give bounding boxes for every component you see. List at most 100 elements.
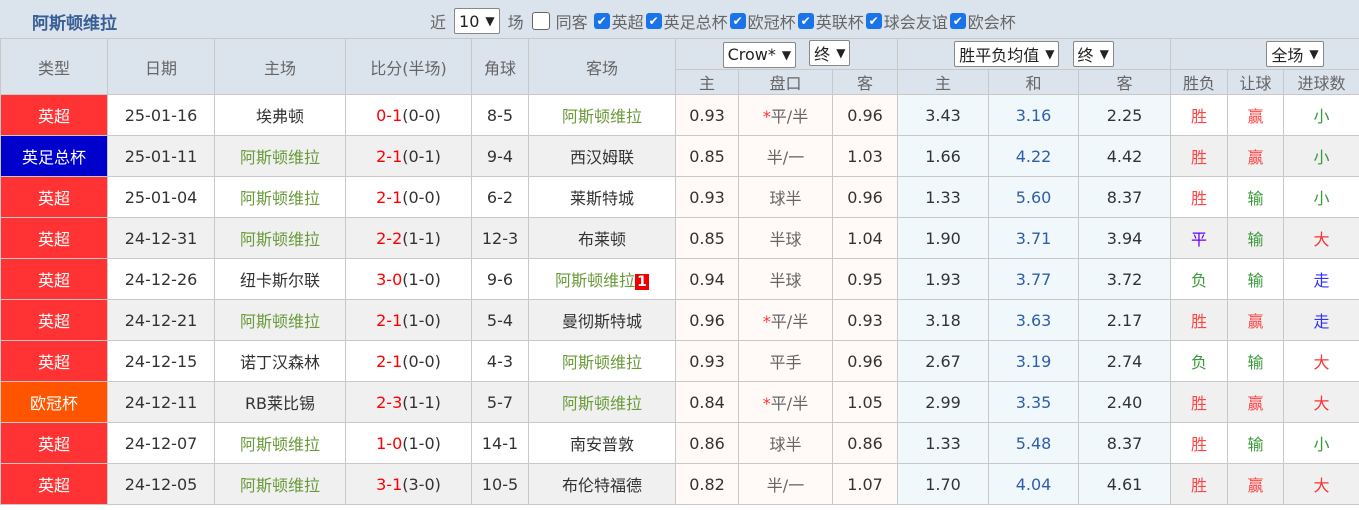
competition-type[interactable]: 英超	[0, 176, 108, 218]
match-result: 胜	[1170, 94, 1228, 136]
home-team[interactable]: 埃弗顿	[214, 94, 346, 136]
table-row: 英超 25-01-04 阿斯顿维拉 2-1(0-0) 6-2 莱斯特城 0.93…	[0, 176, 1359, 218]
score-cell[interactable]: 1-0(1-0)	[345, 422, 472, 464]
competition-checkbox[interactable]: ✔	[729, 13, 746, 29]
home-team[interactable]: 阿斯顿维拉	[214, 299, 346, 341]
asian-away-odds: 0.95	[832, 258, 898, 300]
home-team[interactable]: 阿斯顿维拉	[214, 217, 346, 259]
match-date: 24-12-11	[107, 381, 215, 423]
half-score: (0-0)	[402, 187, 441, 207]
euro-away-odds: 8.37	[1078, 422, 1171, 464]
home-team[interactable]: 阿斯顿维拉	[214, 135, 346, 177]
table-row: 英超 24-12-07 阿斯顿维拉 1-0(1-0) 14-1 南安普敦 0.8…	[0, 422, 1359, 464]
goals-result: 大	[1282, 340, 1359, 382]
euro-draw-odds: 4.22	[988, 135, 1079, 177]
match-result: 胜	[1170, 381, 1228, 423]
goals-result: 小	[1282, 176, 1359, 218]
euro-home-odds: 1.70	[897, 463, 989, 505]
asian-away-odds: 0.96	[832, 94, 898, 136]
table-row: 英足总杯 25-01-11 阿斯顿维拉 2-1(0-1) 9-4 西汉姆联 0.…	[0, 135, 1359, 177]
score-cell[interactable]: 2-1(0-1)	[345, 135, 472, 177]
competition-type[interactable]: 英足总杯	[0, 135, 108, 177]
chevron-down-icon: ▼	[485, 14, 495, 28]
euro-home-odds: 1.93	[897, 258, 989, 300]
euro-draw-odds: 3.16	[988, 94, 1079, 136]
away-cell[interactable]: 阿斯顿维拉	[528, 381, 676, 423]
score-cell[interactable]: 2-2(1-1)	[345, 217, 472, 259]
euro-away-odds: 8.37	[1078, 176, 1171, 218]
col-euro-away: 客	[1078, 69, 1171, 95]
score-cell[interactable]: 2-3(1-1)	[345, 381, 472, 423]
euro-away-odds: 3.94	[1078, 217, 1171, 259]
full-score: 3-1	[376, 474, 403, 494]
competition-type[interactable]: 英超	[0, 463, 108, 505]
competition-label: 球会友谊	[883, 13, 948, 32]
away-cell[interactable]: 西汉姆联	[528, 135, 676, 177]
match-date: 25-01-11	[107, 135, 215, 177]
asian-line: 平手	[738, 340, 833, 382]
euro-stage-select[interactable]: 终 ▼	[1072, 41, 1114, 67]
match-result: 胜	[1170, 176, 1228, 218]
competition-type[interactable]: 英超	[0, 422, 108, 464]
recent-count-select[interactable]: 10 ▼	[454, 8, 500, 34]
away-cell[interactable]: 阿斯顿维拉	[528, 94, 676, 136]
asian-home-odds: 0.84	[675, 381, 739, 423]
home-team[interactable]: 纽卡斯尔联	[214, 258, 346, 300]
score-cell[interactable]: 2-1(0-0)	[345, 176, 472, 218]
period-select[interactable]: 全场 ▼	[1266, 41, 1324, 67]
filters: 近 10 ▼ 场 同客 ✔ 英超 ✔ 英足总杯 ✔ 欧冠杯 ✔ 英联杯 ✔ 球会友谊 ✔ 欧会杯	[430, 8, 1016, 34]
competition-checkbox[interactable]: ✔	[797, 13, 814, 29]
handicap-result: 输	[1227, 422, 1284, 464]
result-header: 全场 ▼	[1169, 38, 1359, 70]
competition-type[interactable]: 英超	[0, 217, 108, 259]
euro-away-odds: 3.72	[1078, 258, 1171, 300]
home-team[interactable]: 阿斯顿维拉	[214, 176, 346, 218]
asian-odds-header: Crow* ▼ 终 ▼	[675, 38, 898, 70]
asian-home-odds: 0.86	[675, 422, 739, 464]
competition-checkbox[interactable]: ✔	[865, 13, 882, 29]
away-cell[interactable]: 阿斯顿维拉	[528, 340, 676, 382]
competition-type[interactable]: 欧冠杯	[0, 381, 108, 423]
away-team: 阿斯顿维拉	[561, 107, 642, 126]
competition-label: 欧会杯	[967, 13, 1016, 32]
asian-away-odds: 1.03	[832, 135, 898, 177]
away-cell[interactable]: 布伦特福德	[528, 463, 676, 505]
euro-draw-odds: 5.60	[988, 176, 1079, 218]
away-cell[interactable]: 曼彻斯特城	[528, 299, 676, 341]
away-cell[interactable]: 南安普敦	[528, 422, 676, 464]
home-team[interactable]: 诺丁汉森林	[214, 340, 346, 382]
home-team[interactable]: 阿斯顿维拉	[214, 463, 346, 505]
asian-stage-select[interactable]: 终 ▼	[809, 40, 851, 67]
score-cell[interactable]: 3-0(1-0)	[345, 258, 472, 300]
score-cell[interactable]: 2-1(1-0)	[345, 299, 472, 341]
competition-type[interactable]: 英超	[0, 340, 108, 382]
competition-checkbox[interactable]: ✔	[593, 13, 610, 29]
euro-company-select[interactable]: 胜平负均值 ▼	[954, 41, 1060, 67]
euro-draw-odds: 3.35	[988, 381, 1079, 423]
home-team[interactable]: 阿斯顿维拉	[214, 422, 346, 464]
competition-label: 英足总杯	[663, 13, 728, 32]
competition-type[interactable]: 英超	[0, 299, 108, 341]
score-cell[interactable]: 0-1(0-0)	[345, 94, 472, 136]
home-team[interactable]: RB莱比锡	[214, 381, 346, 423]
handicap-result: 赢	[1227, 94, 1284, 136]
corners: 5-4	[471, 299, 529, 341]
away-cell[interactable]: 阿斯顿维拉 1	[528, 258, 676, 300]
away-cell[interactable]: 布莱顿	[528, 217, 676, 259]
asian-company-select[interactable]: Crow* ▼	[722, 41, 797, 68]
asian-line-value: 平/半	[770, 107, 809, 126]
away-cell[interactable]: 莱斯特城	[528, 176, 676, 218]
euro-company-value: 胜平负均值	[959, 46, 1040, 65]
competition-checkbox[interactable]: ✔	[645, 13, 662, 29]
score-cell[interactable]: 3-1(3-0)	[345, 463, 472, 505]
team-title: 阿斯顿维拉	[32, 14, 117, 34]
same-host-checkbox[interactable]	[531, 12, 550, 30]
competition-type[interactable]: 英超	[0, 258, 108, 300]
score-cell[interactable]: 2-1(0-0)	[345, 340, 472, 382]
handicap-result: 赢	[1227, 299, 1284, 341]
competition-checkbox[interactable]: ✔	[949, 13, 966, 29]
competition-type[interactable]: 英超	[0, 94, 108, 136]
asian-home-odds: 0.93	[675, 94, 739, 136]
away-team: 莱斯特城	[569, 189, 634, 208]
match-date: 25-01-04	[107, 176, 215, 218]
